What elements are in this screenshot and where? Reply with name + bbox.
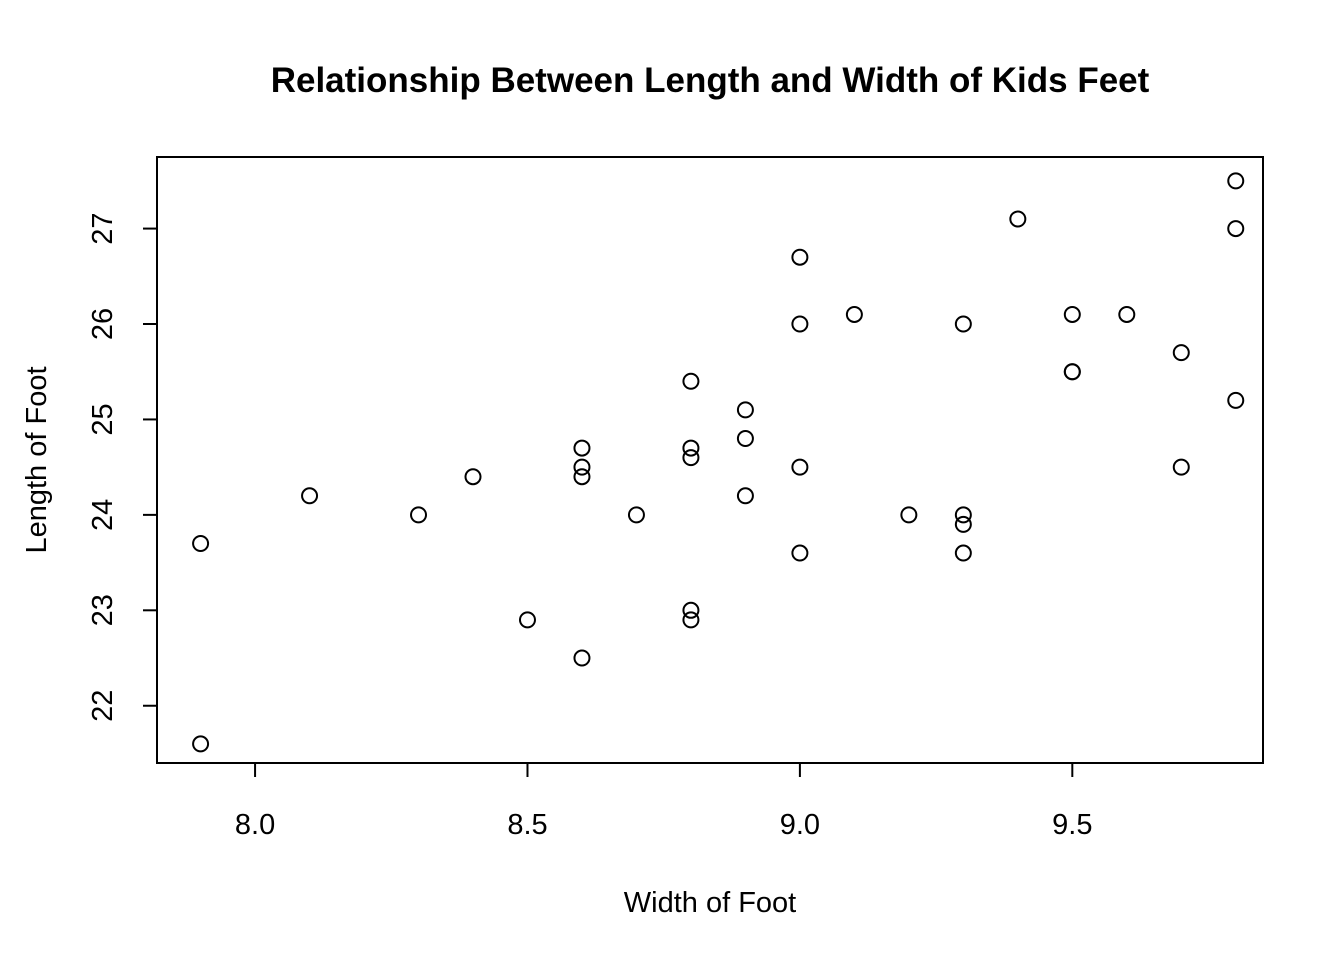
data-point — [682, 611, 700, 629]
data-point — [954, 515, 972, 533]
y-axis-label: Length of Foot — [21, 366, 53, 553]
data-point — [845, 305, 863, 323]
data-point — [1063, 305, 1081, 323]
y-tick-label: 26 — [87, 308, 119, 340]
data-point — [573, 468, 591, 486]
data-point — [791, 544, 809, 562]
data-point — [954, 506, 972, 524]
data-point — [1227, 220, 1245, 238]
data-point — [1118, 305, 1136, 323]
data-point — [791, 315, 809, 333]
y-tick-label: 23 — [87, 594, 119, 626]
data-point — [682, 601, 700, 619]
x-tick-label: 8.5 — [507, 809, 547, 841]
data-point — [791, 458, 809, 476]
data-point — [410, 506, 428, 524]
data-point — [900, 506, 918, 524]
data-point — [736, 487, 754, 505]
data-point — [573, 439, 591, 457]
data-point — [573, 649, 591, 667]
data-point — [1009, 210, 1027, 228]
x-tick-label: 9.0 — [780, 809, 820, 841]
data-point — [192, 535, 210, 553]
data-point — [1227, 172, 1245, 190]
data-point — [682, 439, 700, 457]
data-point — [518, 611, 536, 629]
y-tick-label: 24 — [87, 499, 119, 531]
x-axis-label: Width of Foot — [624, 887, 796, 919]
y-tick-label: 22 — [87, 690, 119, 722]
data-point — [682, 449, 700, 467]
data-point — [1063, 363, 1081, 381]
data-point — [627, 506, 645, 524]
y-axis: 22 23 24 25 26 27 — [87, 212, 158, 722]
data-point — [954, 315, 972, 333]
data-point — [736, 430, 754, 448]
data-point — [192, 735, 210, 753]
x-tick-label: 9.5 — [1052, 809, 1092, 841]
x-tick-label: 8.0 — [235, 809, 275, 841]
y-tick-label: 25 — [87, 403, 119, 435]
y-tick-label: 27 — [87, 212, 119, 244]
data-points — [192, 172, 1245, 753]
x-axis: 8.0 8.5 9.0 9.5 — [235, 762, 1092, 841]
data-point — [1172, 458, 1190, 476]
data-point — [682, 372, 700, 390]
plot-frame — [156, 156, 1264, 764]
data-point — [1172, 344, 1190, 362]
data-point — [954, 544, 972, 562]
data-point — [301, 487, 319, 505]
data-point — [736, 401, 754, 419]
data-point — [573, 458, 591, 476]
data-point — [1227, 391, 1245, 409]
chart-title: Relationship Between Length and Width of… — [271, 61, 1150, 100]
data-point — [791, 248, 809, 266]
data-point — [464, 468, 482, 486]
